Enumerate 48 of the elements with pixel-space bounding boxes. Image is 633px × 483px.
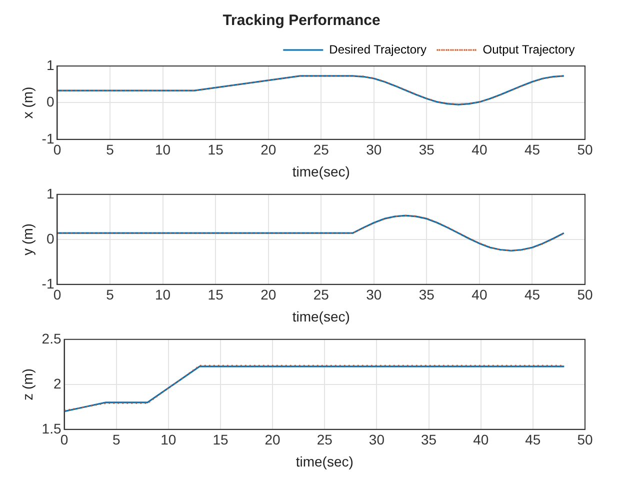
x-tick-label: 20 <box>264 432 281 448</box>
x-tick-label: 25 <box>313 286 330 303</box>
y-tick-label: -1 <box>42 275 54 292</box>
y-tick-label: 2 <box>53 375 62 392</box>
x-tick-label: 5 <box>106 142 114 158</box>
x-tick-label: 10 <box>155 286 171 303</box>
y-axis-title: z (m) <box>19 368 36 400</box>
x-tick-label: 5 <box>106 286 114 303</box>
x-tick-label: 10 <box>160 432 176 448</box>
legend-label: Output Trajectory <box>482 42 575 56</box>
x-tick-label: 15 <box>208 142 224 158</box>
x-tick-label: 5 <box>112 432 120 448</box>
x-tick-label: 30 <box>366 286 382 303</box>
x-tick-label: 35 <box>418 286 435 303</box>
x-tick-label: 50 <box>577 142 593 158</box>
y-axis-title: x (m) <box>19 86 36 119</box>
y-axis-title: y (m) <box>19 223 36 256</box>
x-tick-label: 45 <box>524 286 540 303</box>
x-axis-title: time(sec) <box>296 453 354 470</box>
y-tick-label: 0 <box>46 94 54 110</box>
chart-title: Tracking Performance <box>222 12 380 30</box>
x-tick-label: 15 <box>208 286 224 303</box>
x-tick-label: 40 <box>473 432 489 448</box>
x-axis-title: time(sec) <box>292 163 350 180</box>
x-tick-label: 35 <box>420 432 437 448</box>
y-tick-label: -1 <box>42 130 54 146</box>
x-tick-label: 35 <box>418 142 435 158</box>
y-tick-label: 0 <box>46 230 54 246</box>
x-tick-label: 25 <box>316 432 333 448</box>
y-tick-label: 1.5 <box>42 420 62 436</box>
x-tick-label: 15 <box>212 432 228 448</box>
y-tick-label: 1 <box>46 185 54 202</box>
x-tick-label: 20 <box>260 286 276 303</box>
x-tick-label: 45 <box>524 142 540 158</box>
x-tick-label: 50 <box>577 432 593 448</box>
x-tick-label: 25 <box>313 142 330 158</box>
legend-label: Desired Trajectory <box>329 42 427 56</box>
x-tick-label: 30 <box>368 432 385 448</box>
x-tick-label: 20 <box>260 142 276 158</box>
y-tick-label: 1 <box>46 56 54 73</box>
x-axis-title: time(sec) <box>292 308 350 324</box>
x-tick-label: 30 <box>366 142 382 158</box>
x-tick-label: 45 <box>525 432 541 448</box>
x-tick-label: 10 <box>155 142 171 158</box>
y-tick-label: 2.5 <box>42 330 62 346</box>
x-tick-label: 40 <box>472 286 488 303</box>
x-tick-label: 50 <box>577 286 593 303</box>
x-tick-label: 40 <box>472 142 488 158</box>
